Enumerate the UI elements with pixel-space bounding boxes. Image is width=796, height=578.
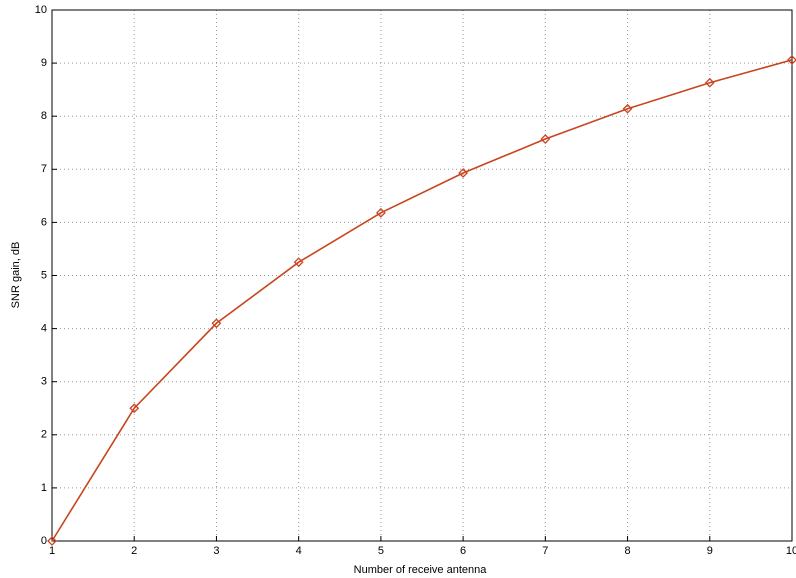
x-axis-label: Number of receive antenna (354, 564, 488, 576)
x-tick-label: 9 (707, 545, 713, 557)
x-tick-label: 3 (213, 545, 219, 557)
y-axis-label: SNR gain, dB (10, 242, 22, 309)
x-tick-label: 7 (542, 545, 548, 557)
y-tick-label: 2 (41, 429, 47, 441)
y-tick-label: 3 (41, 376, 47, 388)
y-tick-label: 5 (41, 269, 47, 281)
x-tick-label: 2 (131, 545, 137, 557)
x-tick-label: 5 (378, 545, 384, 557)
y-tick-label: 10 (35, 4, 47, 16)
y-tick-label: 7 (41, 163, 47, 175)
x-tick-label: 10 (786, 545, 796, 557)
x-tick-label: 4 (296, 545, 302, 557)
x-tick-label: 8 (624, 545, 630, 557)
x-tick-label: 1 (49, 545, 55, 557)
y-tick-label: 4 (41, 323, 47, 335)
x-tick-label: 6 (460, 545, 466, 557)
y-tick-label: 8 (41, 110, 47, 122)
chart: Number of receive antenna SNR gain, dB 0… (0, 0, 796, 578)
y-tick-label: 1 (41, 482, 47, 494)
y-tick-label: 9 (41, 57, 47, 69)
y-tick-label: 6 (41, 216, 47, 228)
page: Number of receive antenna SNR gain, dB 0… (0, 0, 796, 578)
y-tick-label: 0 (41, 535, 47, 547)
